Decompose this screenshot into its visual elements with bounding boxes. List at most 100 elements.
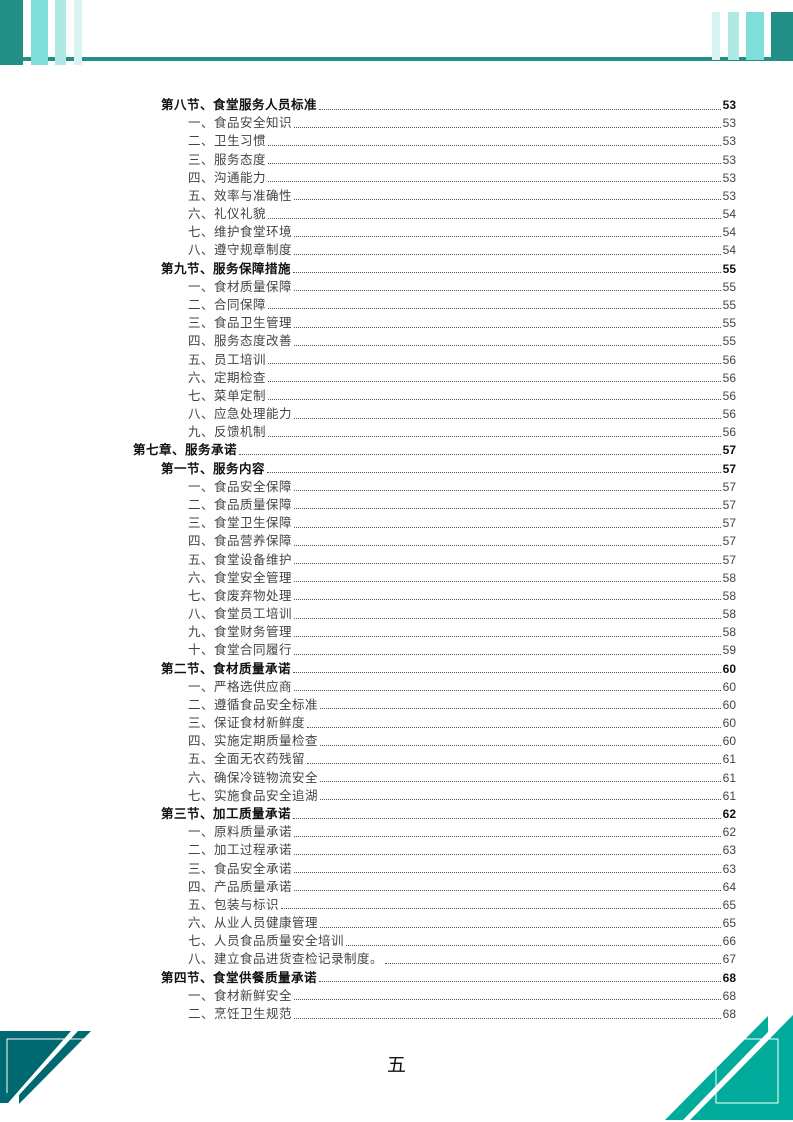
toc-item[interactable]: 五、效率与准确性 53 <box>188 187 736 205</box>
toc-item[interactable]: 四、食品营养保障 57 <box>188 532 736 550</box>
toc-page: 62 <box>722 807 736 822</box>
toc-item[interactable]: 五、包装与标识 65 <box>188 896 736 914</box>
toc-page: 68 <box>722 988 736 1003</box>
toc-item[interactable]: 四、实施定期质量检查 60 <box>188 732 736 750</box>
toc-title: 六、礼仪礼貌 <box>188 206 267 222</box>
dot-leader <box>294 635 721 637</box>
toc-title: 五、全面无农药残留 <box>188 751 306 767</box>
dot-leader <box>294 599 721 601</box>
toc-item[interactable]: 六、确保冷链物流安全 61 <box>188 769 736 787</box>
toc-item[interactable]: 六、礼仪礼貌 54 <box>188 205 736 223</box>
dot-leader <box>268 217 721 219</box>
toc-section[interactable]: 第一节、服务内容 57 <box>161 460 736 478</box>
toc-item[interactable]: 三、食品卫生管理 55 <box>188 314 736 332</box>
toc-item[interactable]: 八、建立食品进货查检记录制度。 67 <box>188 950 736 968</box>
toc-section[interactable]: 第九节、服务保障措施 55 <box>161 260 736 278</box>
toc-title: 七、菜单定制 <box>188 387 267 403</box>
toc-item[interactable]: 七、实施食品安全追湖 61 <box>188 787 736 805</box>
toc-item[interactable]: 八、应急处理能力 56 <box>188 405 736 423</box>
toc-item[interactable]: 六、定期检查 56 <box>188 369 736 387</box>
toc-item[interactable]: 四、产品质量承诺 64 <box>188 878 736 896</box>
toc-item[interactable]: 二、合同保障 55 <box>188 296 736 314</box>
toc-item[interactable]: 二、食品质量保障 57 <box>188 496 736 514</box>
dot-leader <box>268 181 721 183</box>
dot-leader <box>294 872 721 874</box>
toc-item[interactable]: 七、菜单定制 56 <box>188 387 736 405</box>
header-bar-left-2 <box>31 0 48 65</box>
toc-item[interactable]: 九、食堂财务管理 58 <box>188 623 736 641</box>
toc-title: 三、食品卫生管理 <box>188 315 293 331</box>
toc-item[interactable]: 八、遵守规章制度 54 <box>188 241 736 259</box>
toc-page: 64 <box>722 879 736 894</box>
toc-item[interactable]: 一、食材质量保障 55 <box>188 278 736 296</box>
dot-leader <box>294 581 721 583</box>
toc-item[interactable]: 七、食废弃物处理 58 <box>188 587 736 605</box>
toc-item[interactable]: 四、服务态度改善 55 <box>188 332 736 350</box>
toc-item[interactable]: 三、保证食材新鲜度 60 <box>188 714 736 732</box>
toc-item[interactable]: 三、食堂卫生保障 57 <box>188 514 736 532</box>
toc-item[interactable]: 三、服务态度 53 <box>188 151 736 169</box>
toc-page: 53 <box>722 134 736 149</box>
toc-title: 一、食材新鲜安全 <box>188 987 293 1003</box>
dot-leader <box>268 144 721 146</box>
toc-item[interactable]: 十、食堂合同履行 59 <box>188 641 736 659</box>
toc-section[interactable]: 第三节、加工质量承诺 62 <box>161 805 736 823</box>
toc-page: 53 <box>722 170 736 185</box>
toc-page: 61 <box>722 770 736 785</box>
toc-page: 53 <box>722 188 736 203</box>
toc-title: 九、食堂财务管理 <box>188 624 293 640</box>
toc-item[interactable]: 七、维护食堂环境 54 <box>188 223 736 241</box>
dot-leader <box>268 435 721 437</box>
header-rule <box>0 57 793 61</box>
toc-item[interactable]: 八、食堂员工培训 58 <box>188 605 736 623</box>
toc-title: 二、加工过程承诺 <box>188 842 293 858</box>
toc-item[interactable]: 一、原料质量承诺 62 <box>188 823 736 841</box>
toc-item[interactable]: 六、从业人员健康管理 65 <box>188 914 736 932</box>
toc-title: 第一节、服务内容 <box>161 460 266 476</box>
toc-page: 55 <box>722 297 736 312</box>
dot-leader <box>294 853 721 855</box>
toc-item[interactable]: 二、加工过程承诺 63 <box>188 841 736 859</box>
toc-chapter[interactable]: 第七章、服务承诺 57 <box>133 441 736 459</box>
dot-leader <box>281 908 721 910</box>
toc-page: 60 <box>722 661 736 676</box>
dot-leader <box>294 690 721 692</box>
toc-page: 61 <box>722 788 736 803</box>
toc-title: 一、食品安全知识 <box>188 115 293 131</box>
toc-title: 五、员工培训 <box>188 351 267 367</box>
dot-leader <box>307 762 721 764</box>
toc-item[interactable]: 一、食品安全知识 53 <box>188 114 736 132</box>
toc-item[interactable]: 五、员工培训 56 <box>188 351 736 369</box>
toc-title: 八、食堂员工培训 <box>188 606 293 622</box>
dot-leader <box>294 326 721 328</box>
dot-leader <box>268 399 721 401</box>
toc-section[interactable]: 第八节、食堂服务人员标准 53 <box>161 96 736 114</box>
toc-item[interactable]: 七、人员食品质量安全培训 66 <box>188 932 736 950</box>
toc-item[interactable]: 六、食堂安全管理 58 <box>188 569 736 587</box>
toc-title: 七、实施食品安全追湖 <box>188 787 319 803</box>
dot-leader <box>346 944 721 946</box>
toc-item[interactable]: 四、沟通能力 53 <box>188 169 736 187</box>
toc-item[interactable]: 二、遵循食品安全标准 60 <box>188 696 736 714</box>
toc-page: 60 <box>722 716 736 731</box>
toc-item[interactable]: 五、全面无农药残留 61 <box>188 750 736 768</box>
dot-leader <box>320 708 721 710</box>
toc-item[interactable]: 二、卫生习惯 53 <box>188 132 736 150</box>
toc-item[interactable]: 二、烹饪卫生规范 68 <box>188 1005 736 1023</box>
toc-section[interactable]: 第二节、食材质量承诺 60 <box>161 660 736 678</box>
toc-page: 54 <box>722 207 736 222</box>
toc-item[interactable]: 九、反馈机制 56 <box>188 423 736 441</box>
toc-item[interactable]: 一、食品安全保障 57 <box>188 478 736 496</box>
toc-page: 55 <box>722 334 736 349</box>
toc-title: 六、食堂安全管理 <box>188 569 293 585</box>
toc-page: 54 <box>722 243 736 258</box>
footer-decoration-right <box>665 1015 793 1120</box>
toc-item[interactable]: 五、食堂设备维护 57 <box>188 551 736 569</box>
toc-title: 一、食材质量保障 <box>188 278 293 294</box>
toc-section[interactable]: 第四节、食堂供餐质量承诺 68 <box>161 969 736 987</box>
toc-item[interactable]: 一、严格选供应商 60 <box>188 678 736 696</box>
toc-title: 四、食品营养保障 <box>188 533 293 549</box>
toc-item[interactable]: 一、食材新鲜安全 68 <box>188 987 736 1005</box>
toc-page: 55 <box>722 261 736 276</box>
toc-item[interactable]: 三、食品安全承诺 63 <box>188 860 736 878</box>
